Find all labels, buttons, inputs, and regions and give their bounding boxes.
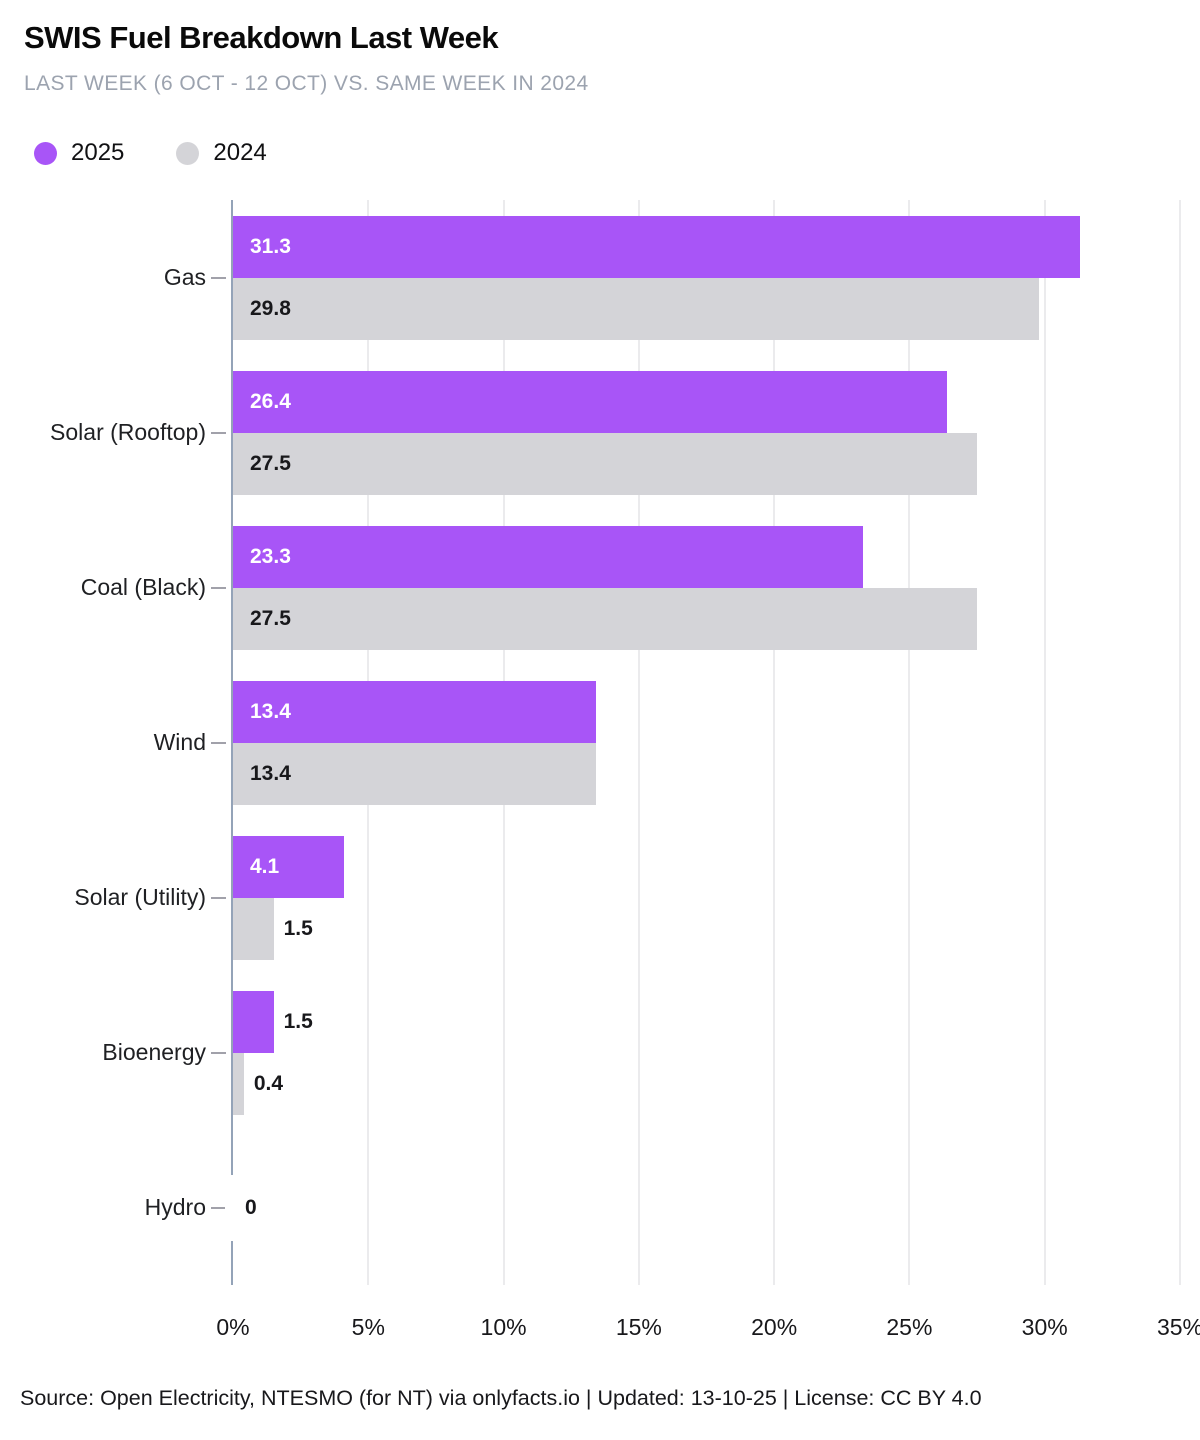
gridline [637,200,640,1285]
x-axis-tick-label: 25% [886,1314,933,1340]
category-label: Solar (Rooftop) [50,419,206,445]
chart-subtitle: LAST WEEK (6 OCT - 12 OCT) VS. SAME WEEK… [24,72,589,95]
value-label: 0 [245,1195,257,1219]
category-label: Bioenergy [102,1039,206,1065]
value-label: 13.4 [250,699,291,723]
x-axis-tick-label: 5% [351,1314,385,1340]
category-label: Solar (Utility) [74,884,206,910]
gridline [773,200,776,1285]
legend: 2025 2024 [34,139,267,167]
category-tick-icon [211,741,226,744]
value-label: 27.5 [250,451,291,475]
category-tick-icon [211,586,226,589]
value-label: 27.5 [250,606,291,630]
x-axis-tick-label: 35% [1156,1314,1200,1340]
value-label: 23.3 [250,544,291,568]
x-axis-tick-label: 15% [615,1314,662,1340]
bar[interactable] [233,370,948,433]
x-axis-tick-label: 10% [480,1314,527,1340]
category-label: Hydro [144,1194,206,1220]
value-label: 1.5 [283,916,313,940]
bar[interactable] [233,835,344,898]
page-title: SWIS Fuel Breakdown Last Week [24,20,499,55]
x-axis-tick-label: 30% [1021,1314,1068,1340]
legend-item-2024[interactable]: 2024 [176,139,267,167]
legend-swatch-icon [176,141,200,165]
legend-swatch-icon [34,141,57,165]
category-tick-icon [211,276,226,279]
category-tick-icon [211,1051,226,1054]
source-attribution: Source: Open Electricity, NTESMO (for NT… [20,1386,982,1410]
category-label: Wind [153,729,206,755]
gridline [908,200,911,1285]
gridline [1043,200,1046,1285]
x-axis-tick-label: 0% [216,1314,250,1340]
value-label: 13.4 [250,761,291,785]
category-label: Gas [163,264,206,290]
bar[interactable] [233,897,274,960]
value-label: 1.5 [283,1009,313,1033]
legend-item-2025[interactable]: 2025 [34,139,124,167]
value-label: 31.3 [250,234,291,258]
value-label: 4.1 [250,854,280,878]
legend-label: 2025 [71,139,125,166]
bar[interactable] [233,432,978,495]
category-tick-icon [211,896,226,899]
bar[interactable] [233,525,864,588]
bar[interactable] [233,215,1080,278]
value-label: 26.4 [250,389,291,413]
zero-label-mask [225,1174,265,1241]
bar[interactable] [233,1052,244,1115]
bar[interactable] [233,587,978,650]
category-label: Coal (Black) [80,574,206,600]
category-tick-icon [211,431,226,434]
value-label: 0.4 [253,1071,284,1095]
x-axis-tick-label: 20% [751,1314,798,1340]
bar[interactable] [233,277,1040,340]
category-tick-icon [211,1206,226,1209]
bar[interactable] [233,990,274,1053]
y-axis-line [231,200,233,1285]
gridline [1179,200,1181,1285]
bar[interactable] [233,680,596,743]
value-label: 29.8 [250,296,291,320]
legend-label: 2024 [213,139,267,166]
bar[interactable] [233,742,596,805]
